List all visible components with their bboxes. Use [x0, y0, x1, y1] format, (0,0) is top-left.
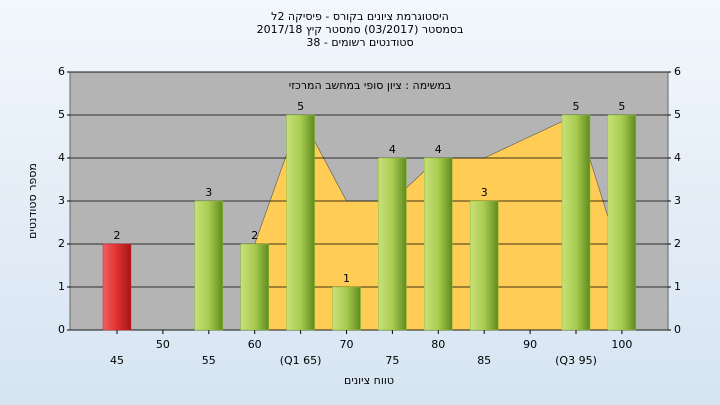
x-tick-label: 85 [477, 354, 491, 367]
value-label: 5 [297, 100, 304, 113]
y-tick-label: 4 [58, 151, 65, 164]
y2-tick-label: 1 [674, 280, 681, 293]
y2-tick-label: 6 [674, 65, 681, 78]
bar [286, 114, 315, 331]
chart-title: היסטוגרמת ציונים בקורס - פיסיקה 2ל [271, 10, 449, 23]
y2-tick-label: 4 [674, 151, 681, 164]
x-axis-label: טווח ציונים [344, 374, 394, 387]
x-tick-label: 70 [340, 338, 354, 351]
value-label: 5 [618, 100, 625, 113]
x-tick-label: 50 [156, 338, 170, 351]
x-tick-label: 80 [431, 338, 445, 351]
bar [607, 114, 637, 331]
annotation: במשימה : ציון סופי במחשב המרכזי [289, 79, 452, 92]
y2-tick-label: 3 [674, 194, 681, 207]
x-tick-label: 100 [611, 338, 632, 351]
value-label: 2 [114, 229, 121, 242]
y2-tick-label: 0 [674, 323, 681, 336]
subtitle: סטודנטים רשומים - 38 [306, 36, 413, 49]
bar [469, 200, 499, 331]
value-label: 3 [205, 186, 212, 199]
y-tick-label: 0 [58, 323, 65, 336]
x-tick-label: (Q3 95) [555, 354, 597, 367]
y-tick-label: 3 [58, 194, 65, 207]
y-tick-label: 2 [58, 237, 65, 250]
bar [102, 243, 132, 331]
x-tick-label: 45 [110, 354, 124, 367]
bar [332, 286, 361, 331]
value-label: 4 [435, 143, 442, 156]
bar [240, 243, 269, 331]
x-tick-label: 90 [523, 338, 537, 351]
bar [378, 157, 407, 331]
x-tick-label: 60 [248, 338, 262, 351]
value-label: 5 [573, 100, 580, 113]
y-tick-label: 1 [58, 280, 65, 293]
bar [194, 200, 224, 331]
x-tick-label: 55 [202, 354, 216, 367]
x-tick-label: 75 [385, 354, 399, 367]
value-label: 2 [251, 229, 258, 242]
y-axis-label: מספר סטודנטים [26, 163, 39, 239]
y-tick-label: 5 [58, 108, 65, 121]
subtitle: בסמסטר (03/2017) סמסטר קיץ 2017/18 [257, 23, 464, 36]
y-tick-label: 6 [58, 65, 65, 78]
x-tick-label: (Q1 65) [280, 354, 322, 367]
bar [424, 157, 453, 331]
y2-tick-label: 2 [674, 237, 681, 250]
value-label: 1 [343, 272, 350, 285]
bar [561, 114, 591, 331]
value-label: 4 [389, 143, 396, 156]
value-label: 3 [481, 186, 488, 199]
y2-tick-label: 5 [674, 108, 681, 121]
